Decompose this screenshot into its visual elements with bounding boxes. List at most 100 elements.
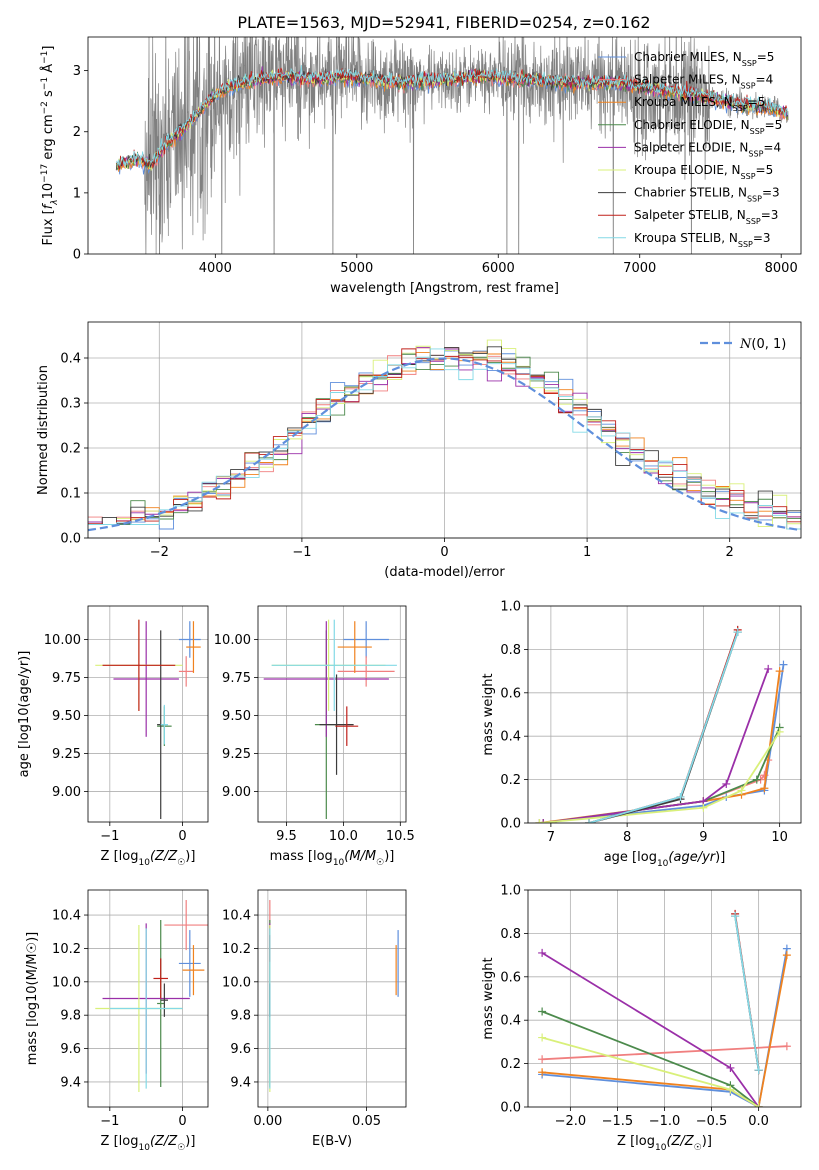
- marker-plus: [733, 628, 742, 637]
- marker-plus: [764, 664, 773, 673]
- y-tick-label: 0.8: [500, 643, 521, 658]
- mass-weight-series-9: [734, 915, 760, 1071]
- mass-weight-series-5: [543, 668, 770, 823]
- y-tick-label: 0.0: [500, 1101, 521, 1116]
- y-tick-label: 9.25: [222, 747, 251, 762]
- y-tick-label: 10.0: [222, 975, 251, 990]
- y-tick-label: 1: [73, 186, 81, 201]
- marker-plus: [754, 1103, 763, 1107]
- plot-area-age_vs_Z: [95, 619, 201, 819]
- legend: Chabrier MILES, NSSP=5 Salpeter MILES, NS…: [598, 50, 782, 248]
- mass-weight-series-8: [588, 629, 739, 823]
- legend-entry: Salpeter MILES, NSSP=4: [634, 73, 773, 91]
- y-tick-label: 9.00: [52, 785, 81, 800]
- y-tick-label: 2: [73, 125, 81, 140]
- y-tick-label: 10.4: [222, 909, 251, 924]
- x-tick-label: 6000: [482, 261, 515, 276]
- plot-area-mass_vs_Z: [95, 900, 208, 1092]
- x-tick-label: −1: [100, 829, 119, 844]
- marker-plus: [538, 948, 547, 957]
- y-tick-label: 0.4: [60, 352, 81, 367]
- y-tick-label: 0.4: [500, 1014, 521, 1029]
- model-spectrum-8: [116, 67, 789, 171]
- x-tick-label: 0: [178, 829, 186, 844]
- plot-area-mass_vs_EBV: [269, 900, 399, 1092]
- x-tick-label: −1: [292, 545, 311, 560]
- marker-plus: [731, 912, 740, 921]
- y-tick-label: 0.0: [60, 532, 81, 547]
- y-tick-label: 9.75: [52, 671, 81, 686]
- x-tick-label: 5000: [340, 261, 373, 276]
- x-tick-label: 7: [547, 830, 555, 845]
- mass-weight-series-3: [539, 670, 781, 823]
- x-tick-label: −1: [100, 1114, 119, 1129]
- marker-plus: [752, 775, 761, 784]
- x-tick-label: 1: [583, 545, 591, 560]
- x-tick-label: 10: [771, 830, 788, 845]
- x-tick-label: 10.5: [386, 829, 415, 844]
- x-tick-label: −2.0: [555, 1114, 587, 1129]
- mass-weight-series-2: [543, 759, 770, 823]
- x-tick-label: 9.5: [276, 829, 297, 844]
- x-tick-label: 10.0: [329, 829, 358, 844]
- mass-weight-series-2: [542, 1045, 787, 1061]
- y-tick-label: 9.6: [230, 1042, 251, 1057]
- axes-mass_vs_EBV: 0.00 0.05 9.4 9.6 9.8 10.0 10.2 10.4 E(B-V): [222, 889, 407, 1149]
- x-tick-label: 0.0: [748, 1114, 769, 1129]
- axes-frame-mass_weight_vs_age: [527, 605, 802, 824]
- marker-plus: [538, 1055, 547, 1064]
- y-tick-label: 9.75: [222, 671, 251, 686]
- axes-mass_vs_Z: −1 0 9.4 9.6 9.8 10.0 10.2 10.4 Z [log10(Z/Z☉)] m…: [25, 889, 209, 1153]
- mass-weight-series-6: [539, 731, 781, 823]
- y-tick-label: 0.3: [60, 397, 81, 412]
- y-axis-label: mass weight: [481, 673, 496, 755]
- marker-plus: [699, 803, 708, 812]
- axes-frame-mass_weight_vs_Z: [527, 889, 802, 1108]
- x-tick-label: 0.00: [253, 1114, 282, 1129]
- x-tick-label: 0: [178, 1114, 186, 1129]
- mass-weight-series-6: [541, 1036, 760, 1107]
- y-tick-label: 10.2: [52, 942, 81, 957]
- axes-frame-residuals: [87, 321, 802, 539]
- y-tick-label: 9.50: [222, 709, 251, 724]
- marker-plus: [538, 1068, 547, 1077]
- marker-plus: [726, 1063, 735, 1072]
- axes-mass_weight_vs_Z: −2.0 −1.5 −1.0 −0.5 0.0 0.0 0.2 0.4 0.6 0.8 1.0 Z […: [481, 884, 802, 1153]
- y-axis-label: mass weight: [481, 957, 496, 1039]
- x-tick-label: 7000: [623, 261, 656, 276]
- y-tick-label: 9.25: [52, 747, 81, 762]
- y-tick-label: 0.2: [60, 442, 81, 457]
- y-tick-label: 0.0: [500, 817, 521, 832]
- axes-frame-age_vs_Z: [87, 605, 209, 823]
- residual-histogram-9: [88, 348, 801, 530]
- model-spectrum-9: [115, 64, 789, 168]
- plot-area-mass_weight_vs_Z: [538, 909, 791, 1107]
- figure-title: PLATE=1563, MJD=52941, FIBERID=0254, z=0…: [237, 13, 650, 32]
- mass-weight-series-4: [543, 727, 781, 823]
- marker-plus: [754, 1066, 763, 1075]
- plot-area-age_vs_mass: [263, 619, 397, 819]
- x-axis-label: Z [log10(Z/Z☉)]: [101, 849, 196, 868]
- legend-entry: Kroupa ELODIE, NSSP=5: [634, 163, 773, 181]
- axes-mass_weight_vs_age: 7 8 9 10 0.0 0.2 0.4 0.6 0.8 1.0 age [log10(age/yr…: [481, 600, 802, 869]
- y-axis-label: Normed distribution: [36, 365, 51, 495]
- y-axis-label: mass [log10(M/M☉)]: [25, 932, 40, 1065]
- y-tick-label: 10.00: [44, 633, 81, 648]
- marker-plus: [782, 951, 791, 960]
- axes-frame-spectrum: [87, 36, 802, 255]
- y-tick-label: 0.2: [500, 1057, 521, 1072]
- x-tick-label: −1.5: [602, 1114, 634, 1129]
- plot-area-mass_weight_vs_age: [535, 625, 788, 823]
- x-tick-label: −1.0: [649, 1114, 681, 1129]
- x-tick-label: 8000: [765, 261, 798, 276]
- x-tick-label: 4000: [199, 261, 232, 276]
- x-axis-label: wavelength [Angstrom, rest frame]: [330, 281, 559, 296]
- y-tick-label: 10.2: [222, 942, 251, 957]
- legend-entry: Chabrier MILES, NSSP=5: [634, 50, 774, 68]
- y-tick-label: 10.00: [214, 633, 251, 648]
- axes-frame-mass_vs_Z: [87, 889, 209, 1108]
- x-tick-label: 2: [726, 545, 734, 560]
- mass-weight-series-7: [588, 631, 739, 823]
- axes-residuals: −2 −1 0 1 2 0.0 0.1 0.2 0.3 0.4 (data-model)/error…: [36, 321, 802, 580]
- x-tick-label: −2: [150, 545, 169, 560]
